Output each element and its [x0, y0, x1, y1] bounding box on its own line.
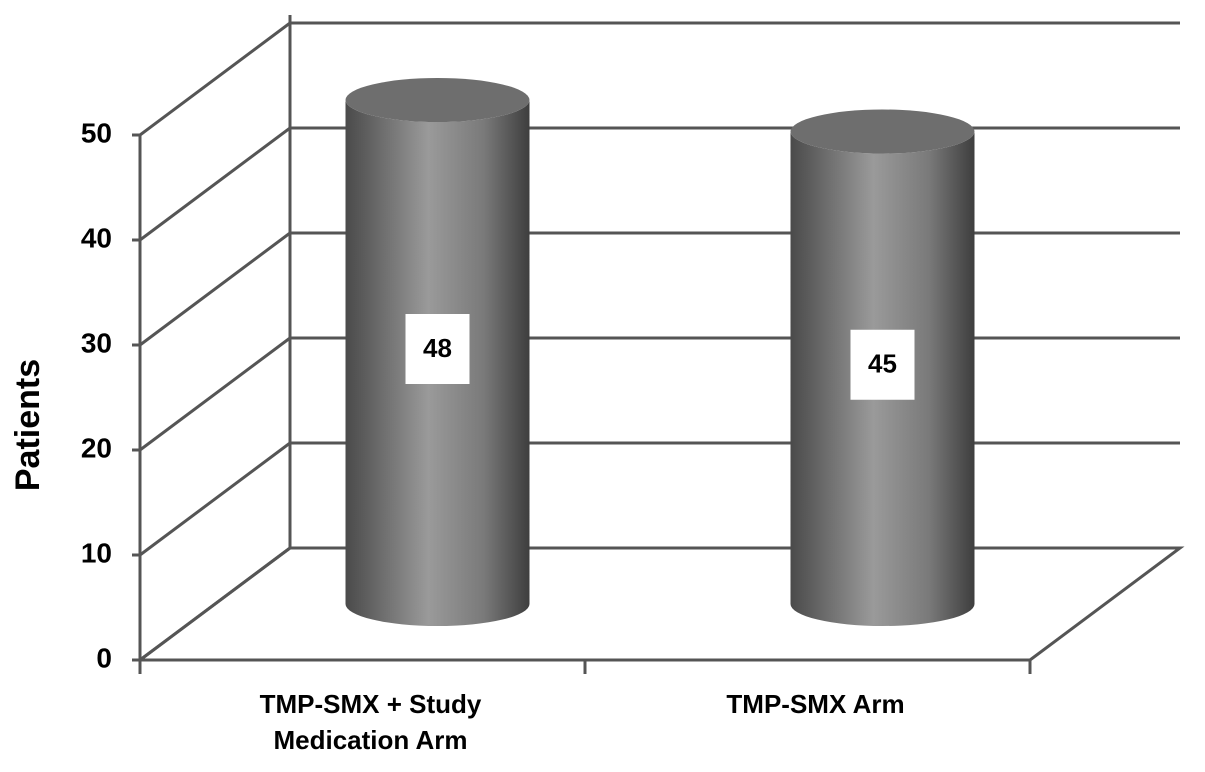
y-tick-label: 0 — [96, 642, 112, 673]
y-tick-label: 10 — [81, 537, 112, 568]
y-tick-label: 50 — [81, 117, 112, 148]
grid-line — [139, 231, 291, 347]
grid-line — [139, 336, 291, 452]
bar-top — [345, 78, 530, 122]
y-axis-label: Patients — [9, 359, 47, 491]
x-tick-label: TMP-SMX Arm — [726, 689, 905, 719]
floor — [139, 546, 1185, 662]
value-label: 45 — [868, 349, 897, 379]
value-label: 48 — [423, 333, 452, 363]
y-tick-label: 20 — [81, 432, 112, 463]
grid-line — [139, 126, 291, 242]
x-tick-label: TMP-SMX + Study Medication Arm — [259, 689, 482, 755]
value-label-box — [405, 314, 470, 384]
grid-line — [139, 21, 291, 137]
y-tick-label: 30 — [81, 327, 112, 358]
grid-line — [139, 546, 291, 662]
grid-line — [139, 441, 291, 557]
bar-top — [790, 109, 975, 154]
y-tick-label: 40 — [81, 222, 112, 253]
value-label-box — [850, 329, 915, 400]
